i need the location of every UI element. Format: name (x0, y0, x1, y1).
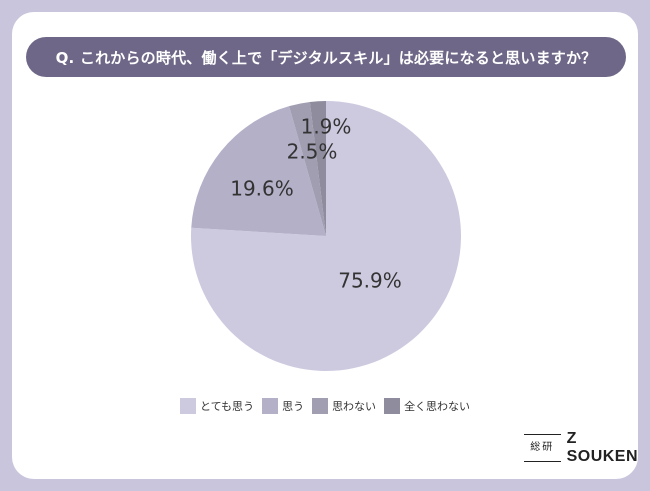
legend-item-1: とても思う (179, 398, 255, 414)
logo: 総研 Z SOUKEN (524, 430, 650, 465)
pie-slice-3 (289, 101, 326, 236)
logo-text: Z SOUKEN (566, 430, 639, 465)
question-title: Q. これからの時代、働く上で「デジタルスキル」は必要になると思いますか？ (26, 37, 626, 77)
pie-data-label-2: 19.6% (230, 177, 294, 201)
pie-slice-4 (309, 101, 326, 236)
pie-slice-1 (191, 101, 461, 372)
pie-data-label-1: 75.9% (338, 269, 402, 293)
legend-swatch-2 (262, 398, 279, 414)
legend-item-4: 全く思わない (384, 398, 470, 414)
legend-swatch-3 (312, 398, 329, 414)
legend-swatch-1 (179, 398, 196, 414)
legend-label-3: 思わない (332, 400, 377, 413)
legend: とても思う 思う 思わない 全く思わない (0, 398, 650, 414)
legend-label-2: 思う (282, 400, 305, 413)
pie-data-label-4: 1.9% (301, 115, 352, 139)
logo-mark: 総研 (524, 434, 561, 462)
legend-item-2: 思う (262, 398, 304, 414)
legend-label-1: とても思う (199, 400, 255, 413)
legend-label-4: 全く思わない (404, 400, 471, 413)
pie-data-label-3: 2.5% (287, 140, 338, 164)
pie-slice-2 (191, 106, 326, 236)
legend-item-3: 思わない (312, 398, 376, 414)
legend-swatch-4 (384, 398, 401, 414)
